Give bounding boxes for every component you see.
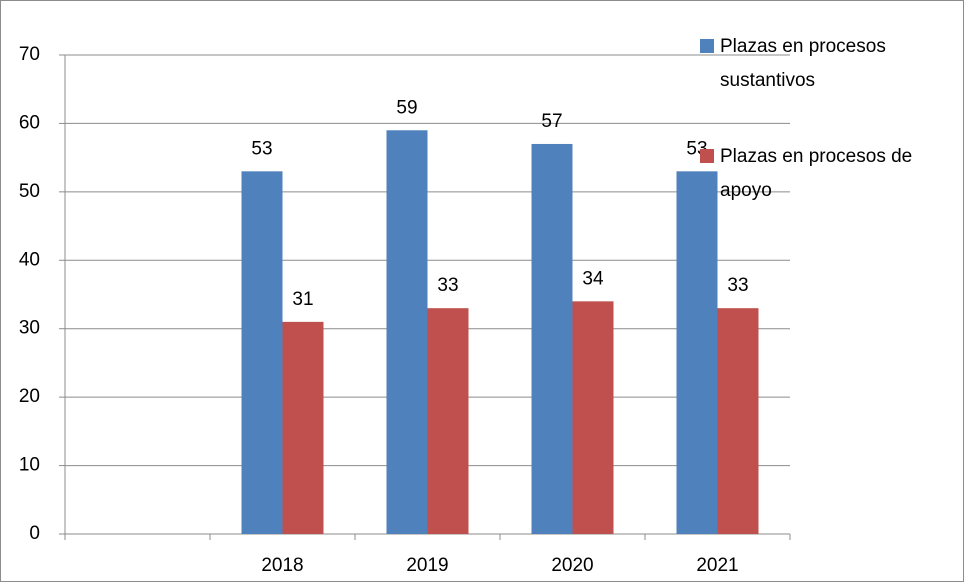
legend-swatch bbox=[700, 39, 714, 53]
bar bbox=[386, 130, 428, 534]
y-tick-label: 40 bbox=[19, 249, 40, 270]
bar bbox=[531, 143, 573, 534]
legend-item: Plazas en procesos sustantivos bbox=[700, 30, 945, 98]
y-tick-label: 0 bbox=[29, 523, 40, 544]
bar bbox=[717, 308, 759, 534]
data-label: 59 bbox=[396, 97, 417, 118]
x-tick-label: 2021 bbox=[696, 555, 738, 576]
bar bbox=[572, 301, 614, 534]
y-tick-label: 70 bbox=[19, 44, 40, 65]
data-label: 57 bbox=[541, 111, 562, 132]
x-tick-label: 2018 bbox=[261, 555, 303, 576]
x-tick-label: 2020 bbox=[551, 555, 593, 576]
data-label: 53 bbox=[251, 138, 272, 159]
bar bbox=[241, 171, 283, 535]
legend-label: Plazas en procesos sustantivos bbox=[720, 36, 886, 91]
y-tick-label: 30 bbox=[19, 318, 40, 339]
y-tick-label: 10 bbox=[19, 455, 40, 476]
data-label: 31 bbox=[292, 289, 313, 310]
data-label: 33 bbox=[437, 275, 458, 296]
data-label: 33 bbox=[727, 275, 748, 296]
y-tick-label: 50 bbox=[19, 181, 40, 202]
bar bbox=[282, 321, 324, 534]
y-tick-label: 60 bbox=[19, 112, 40, 133]
bar bbox=[427, 308, 469, 534]
legend-label: Plazas en procesos de apoyo bbox=[720, 146, 913, 201]
y-tick-label: 20 bbox=[19, 386, 40, 407]
legend-swatch bbox=[700, 149, 714, 163]
data-label: 34 bbox=[582, 268, 604, 289]
bar bbox=[676, 171, 718, 535]
x-tick-label: 2019 bbox=[406, 555, 448, 576]
legend-item: Plazas en procesos de apoyo bbox=[700, 140, 945, 208]
